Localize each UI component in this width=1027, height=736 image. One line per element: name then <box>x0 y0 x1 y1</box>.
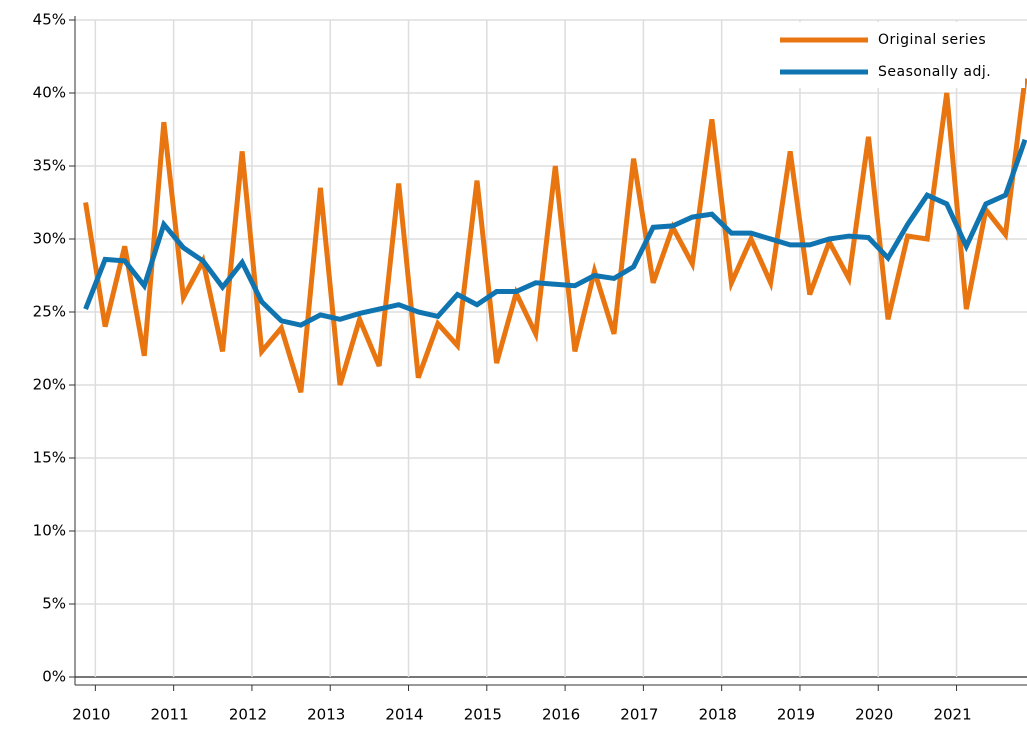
line <box>83 138 1027 328</box>
y-tick-label: 45% <box>33 11 66 29</box>
y-tick-label: 0% <box>42 668 66 686</box>
x-tick-label: 2019 <box>777 706 815 724</box>
x-tick-label: 2017 <box>620 706 658 724</box>
x-tick-label: 2011 <box>151 706 189 724</box>
x-tick-label: 2013 <box>307 706 345 724</box>
y-tick-label: 30% <box>33 230 66 248</box>
legend-label: Seasonally adj. <box>878 64 991 80</box>
y-tick-label: 40% <box>33 84 66 102</box>
x-tick-label: 2015 <box>464 706 502 724</box>
x-tick-label: 2021 <box>933 706 971 724</box>
y-tick-label: 20% <box>33 376 66 394</box>
y-tick-label: 15% <box>33 449 66 467</box>
y-tick-label: 10% <box>33 522 66 540</box>
y-tick-label: 25% <box>33 303 66 321</box>
x-tick-label: 2014 <box>385 706 423 724</box>
x-tick-label: 2016 <box>542 706 580 724</box>
x-tick-label: 2018 <box>699 706 737 724</box>
legend-box <box>775 22 1025 88</box>
x-tick-label: 2010 <box>72 706 110 724</box>
line <box>83 78 1027 394</box>
x-tick-label: 2012 <box>229 706 267 724</box>
x-tick-label: 2020 <box>855 706 893 724</box>
legend-label: Original series <box>878 32 986 48</box>
y-tick-label: 35% <box>33 157 66 175</box>
y-tick-label: 5% <box>42 595 66 613</box>
